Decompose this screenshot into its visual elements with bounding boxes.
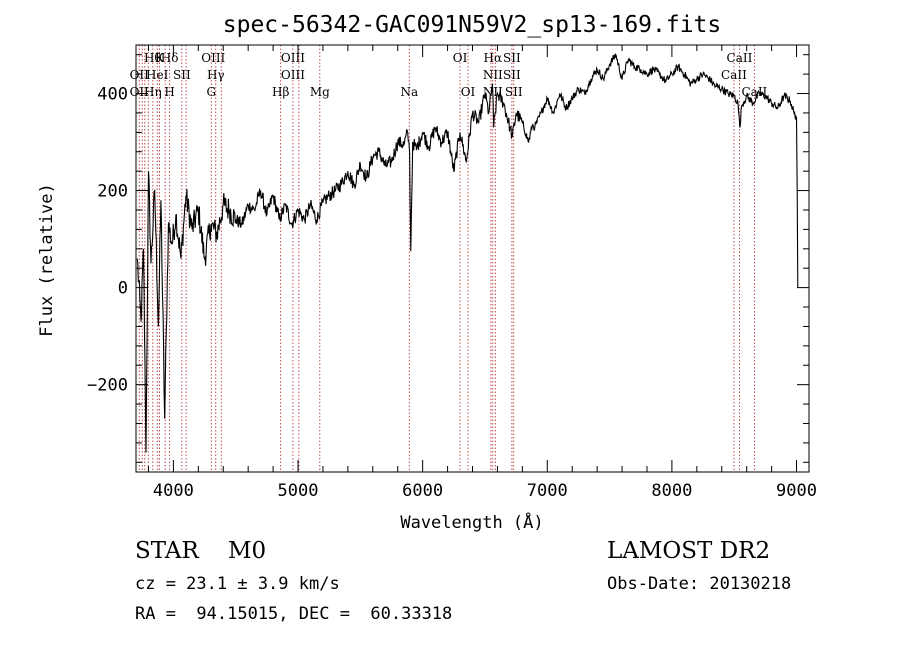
survey-name: LAMOST DR2 (607, 538, 771, 564)
spectrum-line (136, 52, 799, 453)
line-label: SII (505, 85, 523, 99)
line-label: NII (483, 85, 503, 99)
line-label: Hθ (144, 51, 162, 65)
spectrum-series (136, 52, 799, 453)
ra-dec-coordinates: RA = 94.15015, DEC = 60.33318 (135, 604, 453, 624)
chart-title: spec-56342-GAC091N59V2_sp13-169.fits (223, 12, 722, 38)
line-label: Na (400, 85, 418, 99)
line-label: OIII (281, 51, 305, 65)
line-label: Hβ (272, 85, 289, 99)
line-label: OIII (201, 51, 225, 65)
line-label: SII (503, 68, 521, 82)
line-label: Hδ (161, 51, 179, 65)
x-tick-label: 7000 (527, 481, 568, 501)
x-tick-label: 8000 (651, 481, 692, 501)
line-label: CaII (741, 85, 767, 99)
line-label: CaII (727, 51, 753, 65)
line-label: Hη (144, 85, 162, 99)
x-tick-label: 9000 (776, 481, 817, 501)
plot-frame (135, 44, 810, 473)
line-label: OI (453, 51, 468, 65)
y-tick-label: 400 (97, 85, 128, 105)
line-label: NII (483, 68, 503, 82)
line-label: H (164, 85, 174, 99)
x-axis-label: Wavelength (Å) (400, 511, 543, 533)
line-label: Mg (310, 85, 330, 99)
x-tick-label: 4000 (153, 481, 194, 501)
emission-line-markers (138, 45, 755, 472)
line-label: SII (173, 68, 191, 82)
line-label: CaII (721, 68, 747, 82)
x-tick-label: 6000 (402, 481, 443, 501)
line-label: SII (503, 51, 521, 65)
redshift-velocity: cz = 23.1 ± 3.9 km/s (135, 574, 340, 594)
line-label: OIII (281, 68, 305, 82)
axis-ticks: 4000 5000 6000 7000 8000 9000 −200 0 200 400 (87, 45, 817, 501)
line-label: OII (130, 85, 150, 99)
line-label: OII (130, 68, 150, 82)
object-class: STAR M0 (135, 538, 267, 564)
line-label: G (206, 85, 216, 99)
line-label: OI (461, 85, 476, 99)
y-tick-label: −200 (87, 376, 128, 396)
y-tick-label: 200 (97, 182, 128, 202)
line-label: Hα (484, 51, 503, 65)
line-label: Hγ (207, 68, 225, 82)
line-label: K (155, 51, 165, 65)
y-tick-label: 0 (118, 279, 128, 299)
observation-date: Obs-Date: 20130218 (607, 574, 792, 594)
x-tick-label: 5000 (278, 481, 319, 501)
y-axis-label: Flux (relative) (37, 183, 57, 337)
line-label: HeI (146, 68, 169, 82)
